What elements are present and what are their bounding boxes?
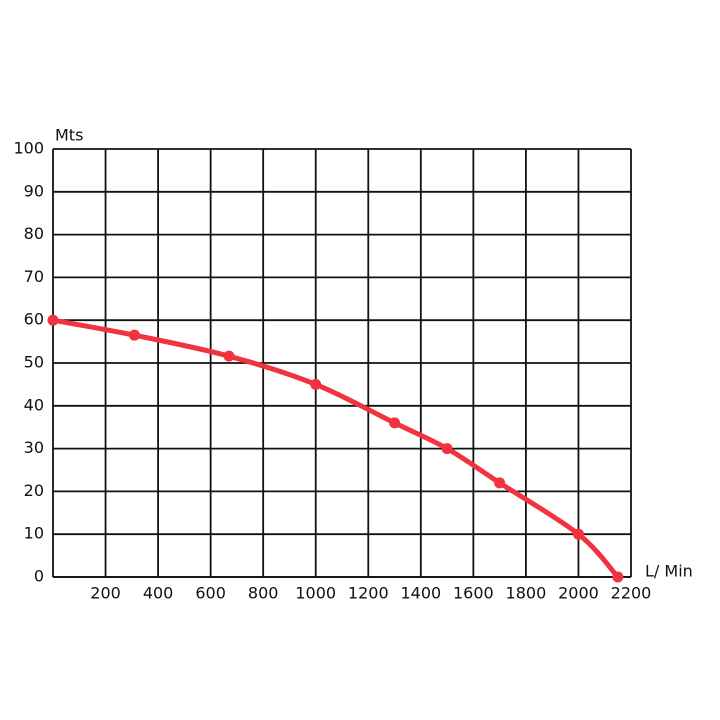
y-tick-label: 60 bbox=[24, 310, 44, 329]
x-tick-label: 1200 bbox=[348, 584, 389, 603]
x-tick-label: 2200 bbox=[611, 584, 652, 603]
x-tick-label: 1800 bbox=[506, 584, 547, 603]
x-tick-label: 1400 bbox=[400, 584, 441, 603]
y-tick-label: 100 bbox=[13, 139, 44, 158]
curve bbox=[50, 317, 621, 580]
x-tick-label: 800 bbox=[248, 584, 279, 603]
point bbox=[223, 350, 235, 362]
x-tick-label: 2000 bbox=[558, 584, 599, 603]
y-axis-label: Mts bbox=[55, 126, 83, 145]
point bbox=[494, 477, 506, 489]
y-tick-label: 10 bbox=[24, 524, 44, 543]
y-tick-label: 70 bbox=[24, 267, 44, 286]
y-tick-label: 50 bbox=[24, 353, 44, 372]
point bbox=[612, 571, 624, 583]
point bbox=[47, 314, 59, 326]
point bbox=[128, 329, 140, 341]
y-tick-label: 90 bbox=[24, 181, 44, 200]
y-tick-label: 20 bbox=[24, 481, 44, 500]
x-axis-label: L/ Min bbox=[645, 562, 693, 581]
point bbox=[389, 417, 401, 429]
x-tick-label: 1000 bbox=[295, 584, 336, 603]
point bbox=[441, 443, 453, 455]
x-tick-label: 1600 bbox=[453, 584, 494, 603]
x-tick-label: 400 bbox=[143, 584, 174, 603]
y-tick-label: 40 bbox=[24, 395, 44, 414]
point bbox=[572, 528, 584, 540]
y-tick-label: 30 bbox=[24, 438, 44, 457]
x-tick-label: 600 bbox=[195, 584, 226, 603]
y-tick-label: 80 bbox=[24, 224, 44, 243]
x-tick-label: 200 bbox=[90, 584, 121, 603]
y-tick-label: 0 bbox=[34, 567, 44, 586]
point bbox=[310, 378, 322, 390]
